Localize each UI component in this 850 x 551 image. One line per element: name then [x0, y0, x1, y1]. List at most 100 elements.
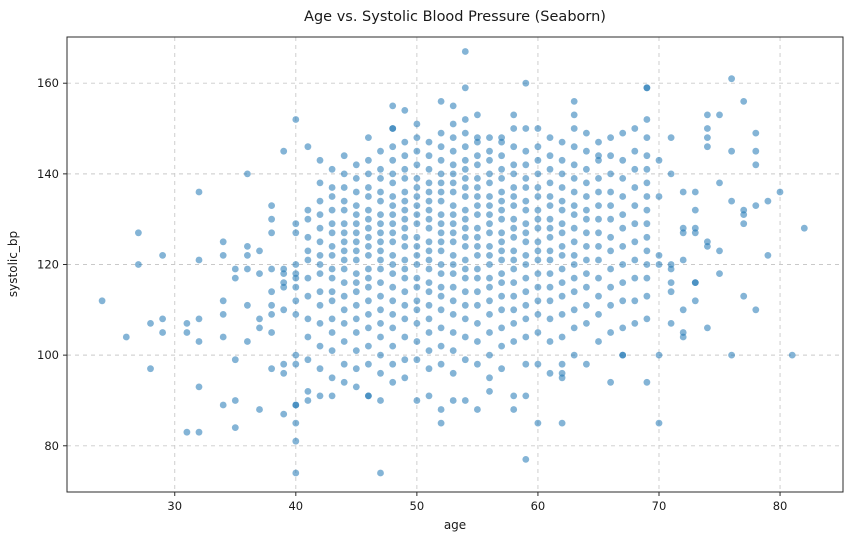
data-point — [510, 392, 518, 400]
data-point — [268, 229, 275, 237]
data-point — [413, 306, 421, 314]
data-point — [607, 378, 614, 386]
data-point — [607, 202, 614, 210]
data-point — [292, 261, 300, 268]
data-point — [510, 247, 518, 255]
data-point — [643, 206, 651, 214]
data-point — [461, 84, 469, 92]
data-point — [474, 193, 481, 200]
data-point — [534, 329, 542, 336]
data-point — [534, 247, 542, 255]
data-point — [389, 297, 397, 305]
data-point — [595, 274, 602, 282]
data-point — [377, 256, 384, 264]
data-point — [365, 233, 372, 241]
data-point — [631, 147, 639, 155]
data-point — [437, 156, 445, 164]
data-point — [546, 134, 554, 142]
data-point — [244, 338, 251, 345]
data-point — [461, 129, 469, 137]
data-point — [413, 320, 421, 327]
data-point — [752, 306, 760, 314]
data-point — [425, 329, 433, 336]
data-point — [437, 292, 445, 300]
data-point — [510, 279, 518, 286]
data-point — [389, 211, 397, 219]
data-point — [352, 161, 360, 169]
data-point — [389, 283, 397, 291]
data-point — [522, 360, 530, 368]
data-point — [377, 175, 384, 182]
data-point — [292, 401, 300, 409]
data-point — [340, 320, 348, 327]
data-point — [256, 406, 263, 413]
data-point — [219, 252, 227, 259]
data-point — [195, 383, 203, 391]
data-point — [655, 261, 663, 268]
data-point — [643, 152, 651, 160]
data-point — [474, 152, 481, 160]
data-point — [425, 247, 433, 255]
data-point — [607, 329, 614, 336]
data-point — [195, 338, 203, 345]
data-point — [474, 320, 481, 327]
data-point — [425, 265, 433, 273]
data-point — [474, 288, 481, 296]
data-point — [510, 161, 518, 169]
y-tick-label: 140 — [37, 167, 59, 181]
data-point — [377, 306, 384, 314]
data-point — [328, 193, 336, 200]
data-point — [340, 360, 348, 368]
data-point — [449, 188, 457, 196]
data-point — [607, 233, 614, 241]
data-point — [231, 397, 239, 404]
data-point — [304, 233, 312, 241]
data-point — [449, 120, 457, 128]
data-point — [389, 125, 397, 132]
data-point — [316, 301, 324, 309]
data-point — [316, 320, 324, 327]
data-point — [631, 202, 639, 210]
data-point — [425, 224, 433, 232]
data-point — [631, 297, 639, 305]
data-point — [776, 188, 784, 196]
data-point — [340, 152, 348, 160]
data-point — [570, 175, 578, 182]
data-point — [425, 392, 433, 400]
data-point — [461, 206, 469, 214]
data-point — [365, 311, 372, 318]
data-point — [280, 369, 288, 377]
data-point — [437, 197, 445, 205]
data-point — [619, 175, 627, 182]
data-point — [595, 256, 602, 264]
data-point — [328, 265, 336, 273]
data-point — [607, 283, 614, 291]
data-point — [316, 179, 324, 187]
data-point — [691, 229, 699, 237]
data-point — [486, 274, 493, 282]
data-point — [352, 175, 360, 182]
data-point — [510, 125, 518, 132]
data-point — [570, 98, 578, 105]
data-point — [619, 224, 627, 232]
data-point — [425, 256, 433, 264]
data-point — [401, 165, 409, 173]
data-point — [486, 179, 493, 187]
data-point — [292, 360, 300, 368]
data-point — [340, 238, 348, 246]
data-point — [558, 229, 566, 237]
data-point — [268, 288, 275, 296]
data-point — [425, 238, 433, 246]
data-point — [510, 265, 518, 273]
data-point — [728, 75, 735, 83]
data-point — [292, 351, 300, 359]
data-point — [752, 129, 760, 137]
data-point — [461, 175, 469, 182]
data-point — [461, 116, 469, 123]
data-point — [534, 184, 542, 191]
data-point — [449, 270, 457, 277]
data-point — [498, 165, 505, 173]
data-point — [595, 215, 602, 223]
data-point — [328, 243, 336, 250]
data-point — [195, 428, 203, 436]
